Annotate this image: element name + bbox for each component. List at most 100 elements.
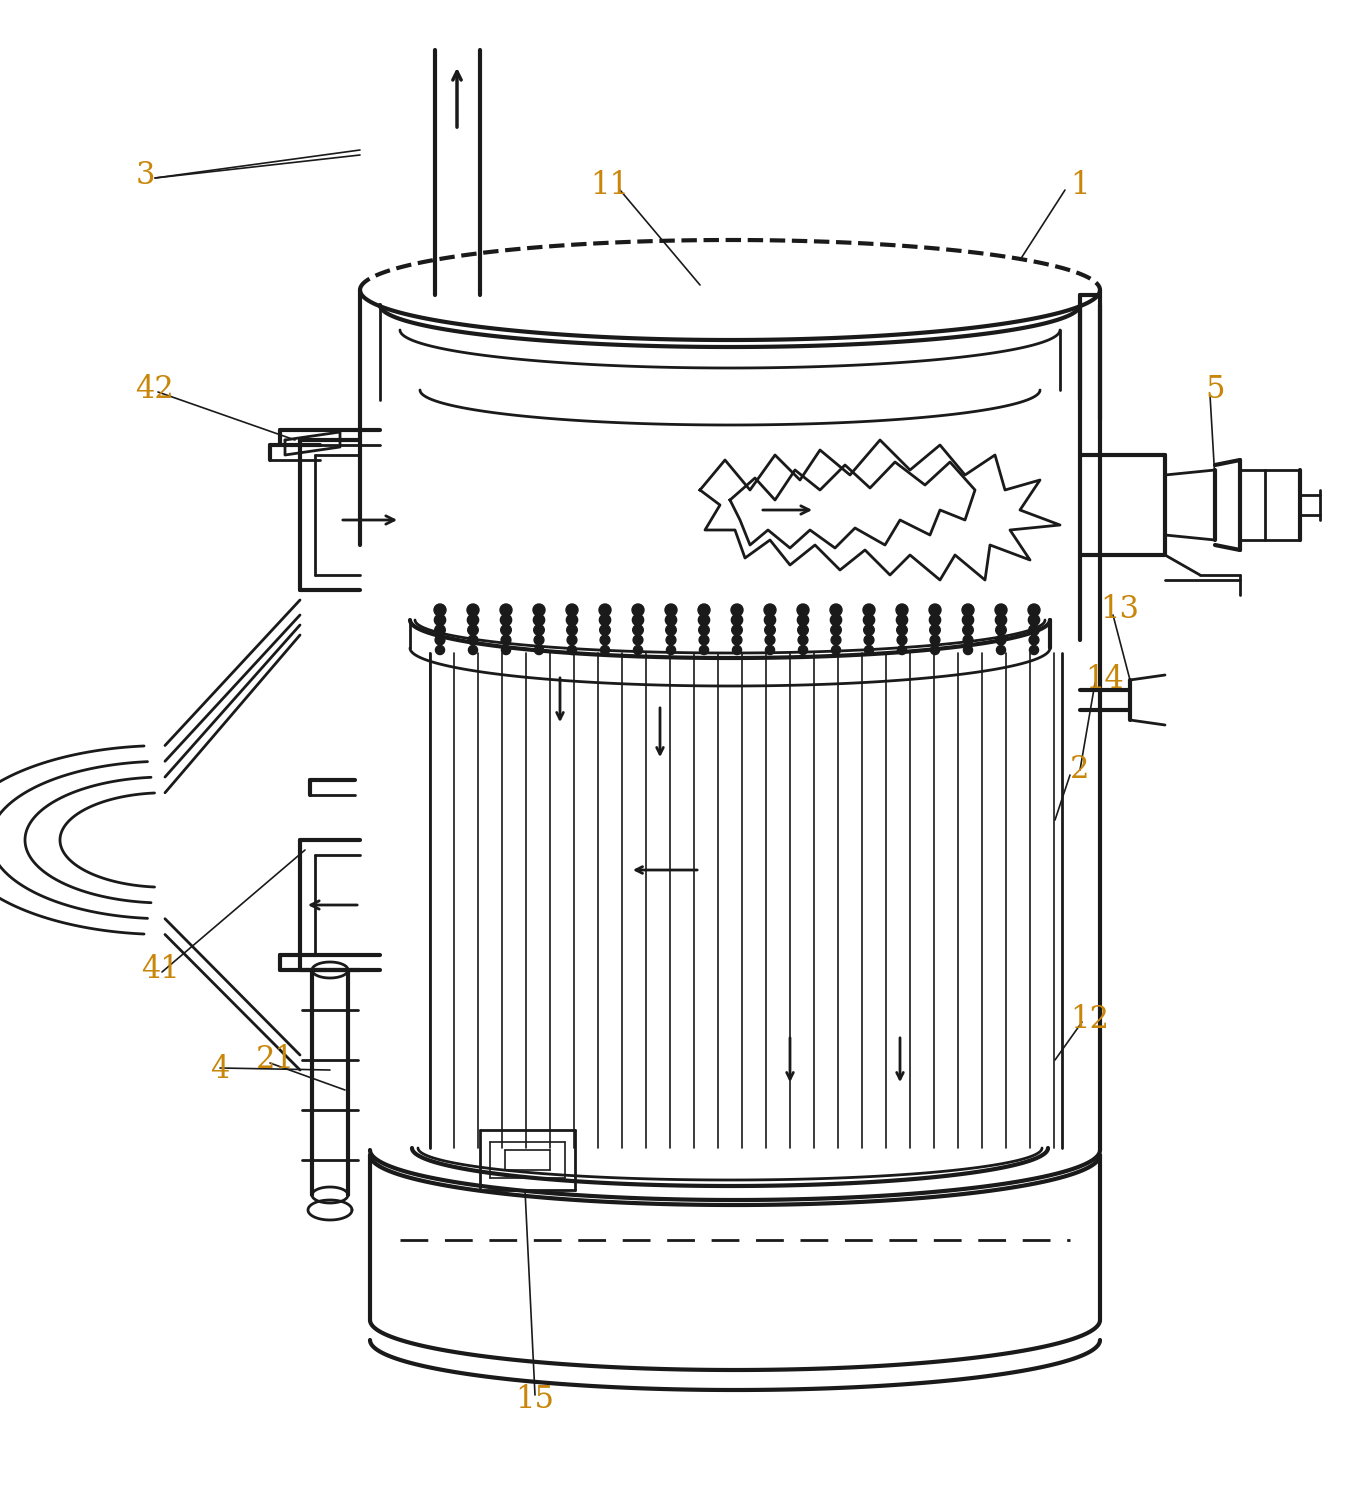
Circle shape	[864, 604, 874, 616]
Circle shape	[764, 624, 775, 635]
Circle shape	[798, 645, 808, 654]
Circle shape	[963, 624, 974, 635]
Circle shape	[896, 604, 908, 616]
Circle shape	[567, 635, 577, 645]
Circle shape	[996, 604, 1006, 616]
Circle shape	[963, 645, 972, 654]
Circle shape	[502, 645, 510, 654]
Circle shape	[963, 635, 972, 645]
Text: 3: 3	[135, 160, 155, 190]
Circle shape	[500, 635, 511, 645]
Circle shape	[533, 615, 544, 626]
Text: 13: 13	[1100, 594, 1140, 626]
Circle shape	[468, 624, 479, 635]
Circle shape	[699, 615, 710, 626]
Circle shape	[865, 645, 873, 654]
Circle shape	[831, 635, 840, 645]
Circle shape	[600, 635, 609, 645]
Circle shape	[434, 604, 446, 616]
Circle shape	[699, 624, 710, 635]
Circle shape	[634, 635, 643, 645]
Circle shape	[666, 624, 676, 635]
Circle shape	[831, 645, 840, 654]
Circle shape	[831, 624, 842, 635]
Circle shape	[566, 615, 578, 626]
Circle shape	[1028, 615, 1039, 626]
Circle shape	[930, 635, 940, 645]
Circle shape	[435, 635, 445, 645]
Circle shape	[798, 624, 808, 635]
Circle shape	[766, 645, 775, 654]
Circle shape	[600, 615, 611, 626]
Circle shape	[962, 604, 974, 616]
Circle shape	[732, 624, 743, 635]
Circle shape	[996, 615, 1006, 626]
Circle shape	[665, 604, 677, 616]
Circle shape	[1030, 645, 1039, 654]
Text: 15: 15	[515, 1384, 555, 1416]
Text: 11: 11	[590, 169, 630, 201]
Circle shape	[533, 604, 545, 616]
Circle shape	[1028, 624, 1039, 635]
Text: 5: 5	[1205, 375, 1225, 405]
Circle shape	[665, 615, 677, 626]
Circle shape	[1028, 604, 1040, 616]
Circle shape	[898, 635, 907, 645]
Circle shape	[764, 615, 775, 626]
Circle shape	[798, 635, 808, 645]
Text: 12: 12	[1070, 1005, 1110, 1035]
Circle shape	[733, 645, 741, 654]
Circle shape	[929, 615, 941, 626]
Circle shape	[797, 604, 809, 616]
Text: 42: 42	[136, 375, 174, 405]
Circle shape	[764, 604, 777, 616]
Circle shape	[996, 624, 1006, 635]
Circle shape	[930, 645, 940, 654]
Circle shape	[963, 615, 974, 626]
Circle shape	[500, 604, 511, 616]
Circle shape	[468, 615, 479, 626]
Text: 41: 41	[140, 955, 180, 985]
Circle shape	[732, 615, 743, 626]
Circle shape	[864, 635, 874, 645]
Circle shape	[698, 604, 710, 616]
Circle shape	[930, 624, 940, 635]
Circle shape	[434, 615, 446, 626]
Circle shape	[699, 645, 709, 654]
Circle shape	[1030, 635, 1039, 645]
Circle shape	[468, 635, 477, 645]
Circle shape	[600, 624, 611, 635]
Circle shape	[699, 635, 709, 645]
Text: 2: 2	[1070, 754, 1089, 786]
Circle shape	[566, 604, 578, 616]
Circle shape	[929, 604, 941, 616]
Text: 4: 4	[211, 1055, 230, 1085]
Text: 21: 21	[256, 1044, 295, 1076]
Circle shape	[598, 604, 611, 616]
Circle shape	[533, 624, 544, 635]
Circle shape	[466, 604, 479, 616]
Circle shape	[632, 615, 643, 626]
Circle shape	[766, 635, 775, 645]
Circle shape	[567, 624, 577, 635]
Circle shape	[500, 615, 511, 626]
Circle shape	[831, 615, 842, 626]
Circle shape	[601, 645, 609, 654]
Text: 14: 14	[1085, 665, 1125, 695]
Circle shape	[666, 645, 676, 654]
Circle shape	[997, 645, 1005, 654]
Circle shape	[534, 635, 544, 645]
Circle shape	[896, 624, 907, 635]
Circle shape	[896, 615, 907, 626]
Circle shape	[864, 624, 874, 635]
Circle shape	[500, 624, 511, 635]
Circle shape	[864, 615, 874, 626]
Circle shape	[898, 645, 907, 654]
Circle shape	[632, 624, 643, 635]
Circle shape	[435, 624, 445, 635]
Circle shape	[996, 635, 1006, 645]
Circle shape	[567, 645, 577, 654]
Circle shape	[634, 645, 642, 654]
Circle shape	[632, 604, 645, 616]
Circle shape	[732, 635, 743, 645]
